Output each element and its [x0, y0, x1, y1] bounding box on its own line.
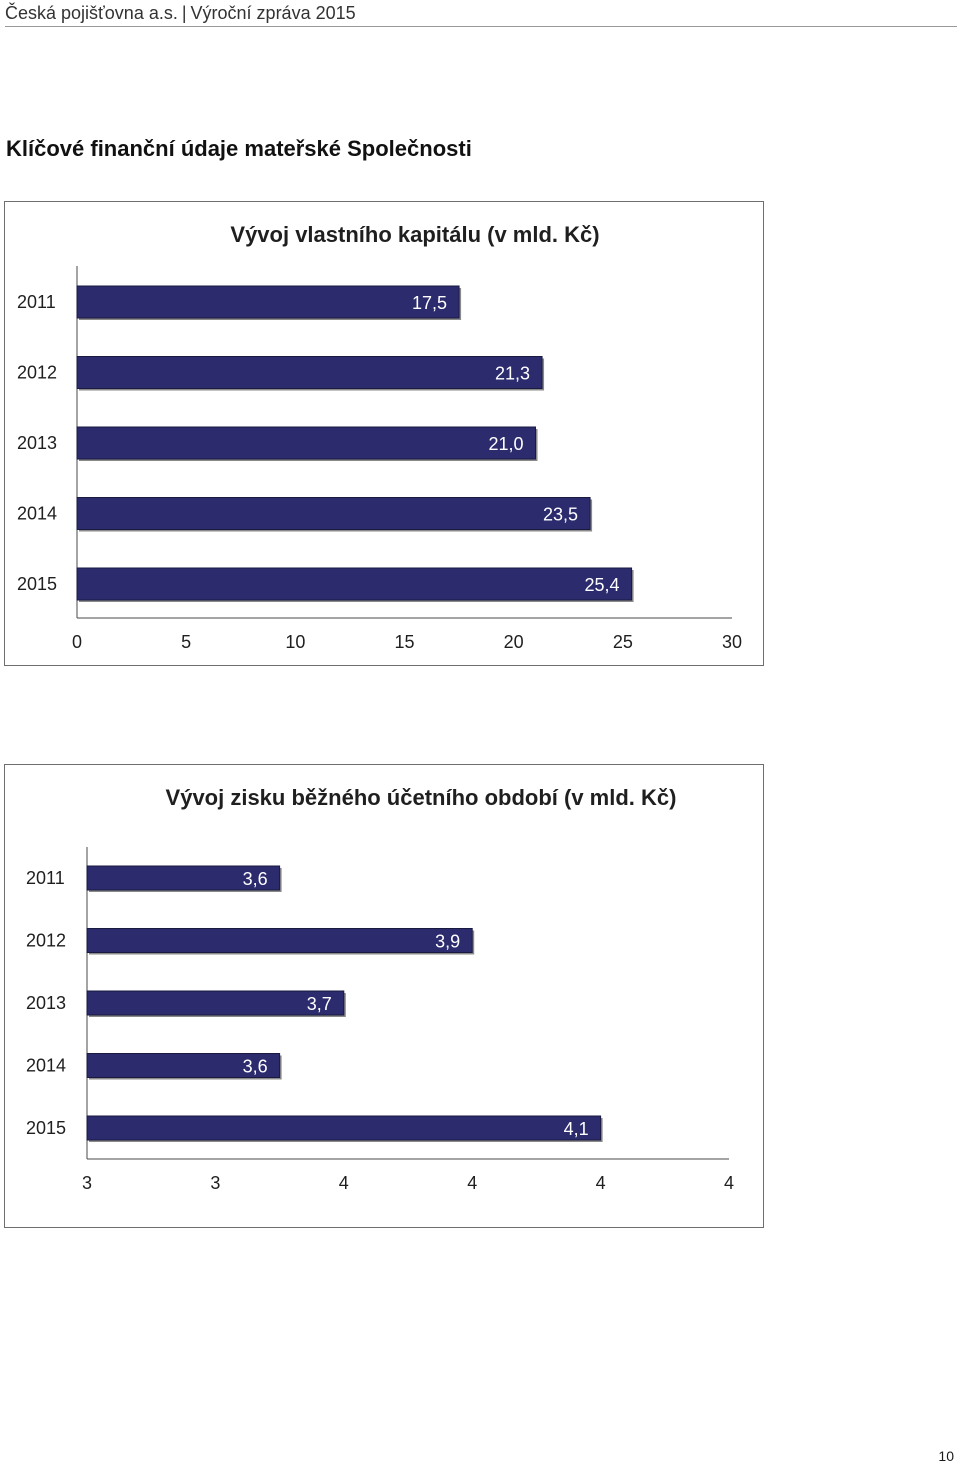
profit-data-label-2015: 4,1	[564, 1119, 589, 1139]
profit-chart-svg: Vývoj zisku běžného účetního období (v m…	[26, 785, 734, 1193]
profit-data-label-2013: 3,7	[307, 994, 332, 1014]
profit-bar-2011	[86, 865, 281, 891]
profit-tick-label-1: 3	[210, 1173, 220, 1193]
equity-category-label-2014: 2014	[17, 504, 57, 524]
profit-data-label-2012: 3,9	[435, 932, 460, 952]
profit-bar-2012	[86, 928, 473, 953]
profit-category-label-2011: 2011	[26, 868, 65, 888]
header-report-title: Výroční zpráva 2015	[190, 3, 356, 23]
profit-category-label-2012: 2012	[26, 931, 66, 951]
header-separator: |	[181, 3, 187, 23]
equity-bar-2015	[76, 567, 633, 601]
profit-tick-label-5: 4	[724, 1173, 734, 1193]
profit-chart-title: Vývoj zisku běžného účetního období (v m…	[166, 785, 677, 810]
section-title: Klíčové finanční údaje mateřské Společno…	[6, 136, 472, 161]
page-header: Česká pojišťovna a.s. | Výroční zpráva 201…	[5, 2, 957, 27]
equity-chart: Vývoj vlastního kapitálu (v mld. Kč) 2011…	[4, 201, 764, 666]
equity-data-label-2012: 21,3	[495, 364, 530, 384]
equity-category-label-2013: 2013	[17, 433, 57, 453]
profit-data-label-2011: 3,6	[243, 869, 268, 889]
profit-tick-label-0: 3	[82, 1173, 92, 1193]
profit-chart: Vývoj zisku běžného účetního období (v m…	[4, 764, 764, 1228]
equity-tick-label-3: 15	[394, 632, 414, 652]
equity-tick-label-2: 10	[285, 632, 305, 652]
profit-tick-label-3: 4	[467, 1173, 477, 1193]
equity-tick-label-0: 0	[72, 632, 82, 652]
equity-chart-svg: Vývoj vlastního kapitálu (v mld. Kč) 2011…	[17, 222, 742, 652]
equity-tick-label-1: 5	[181, 632, 191, 652]
equity-bar-2014	[76, 497, 591, 530]
equity-tick-label-4: 20	[504, 632, 524, 652]
equity-data-label-2015: 25,4	[585, 575, 620, 595]
equity-data-label-2014: 23,5	[543, 505, 578, 525]
equity-tick-label-5: 25	[613, 632, 633, 652]
equity-bar-2013	[76, 426, 536, 460]
profit-category-label-2015: 2015	[26, 1118, 66, 1138]
equity-data-label-2011: 17,5	[412, 293, 447, 313]
equity-category-label-2012: 2012	[17, 363, 57, 383]
profit-category-label-2013: 2013	[26, 993, 66, 1013]
profit-bar-2013	[86, 990, 345, 1016]
equity-data-label-2013: 21,0	[488, 434, 523, 454]
equity-bar-2011	[76, 285, 460, 319]
profit-tick-label-4: 4	[596, 1173, 606, 1193]
profit-category-label-2014: 2014	[26, 1056, 66, 1076]
profit-bar-2015	[86, 1115, 602, 1141]
equity-chart-title: Vývoj vlastního kapitálu (v mld. Kč)	[230, 222, 599, 247]
page-number: 10	[938, 1448, 954, 1464]
equity-tick-label-6: 30	[722, 632, 742, 652]
profit-data-label-2014: 3,6	[243, 1057, 268, 1077]
profit-bar-2014	[86, 1053, 281, 1078]
header-company: Česká pojišťovna a.s.	[5, 3, 178, 23]
profit-tick-label-2: 4	[339, 1173, 349, 1193]
equity-category-label-2015: 2015	[17, 574, 57, 594]
equity-bar-2012	[76, 356, 543, 389]
equity-category-label-2011: 2011	[17, 292, 56, 312]
